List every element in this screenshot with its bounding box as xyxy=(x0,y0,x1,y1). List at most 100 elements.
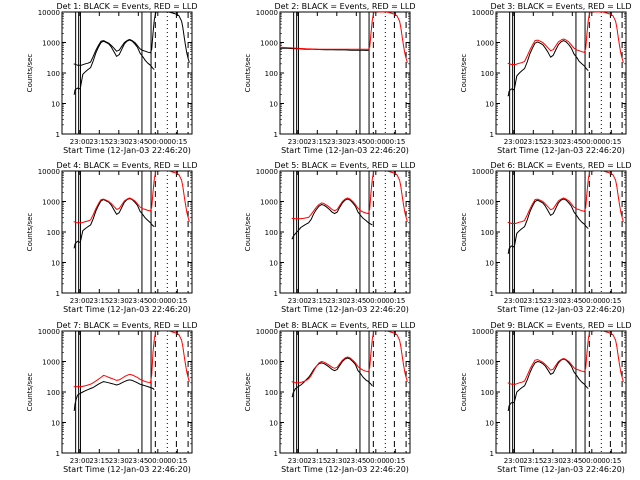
y-tick-label: 1 xyxy=(490,450,494,458)
series-line-lld xyxy=(291,171,408,222)
y-tick-label: 100 xyxy=(265,70,278,78)
x-axis-label: Start Time (12-Jan-03 22:46:20) xyxy=(63,146,191,155)
panel-title: Det 3: BLACK = Events, RED = LLD xyxy=(491,2,632,11)
x-tick-label: 00:15 xyxy=(385,297,405,305)
plot-area xyxy=(280,12,408,134)
y-tick-label: 1 xyxy=(56,131,60,139)
x-tick-label: 23:45 xyxy=(346,138,366,146)
y-tick-label: 100 xyxy=(481,229,494,237)
panel-title: Det 7: BLACK = Events, RED = LLD xyxy=(57,321,198,330)
x-tick-label: 23:30 xyxy=(109,457,129,465)
y-tick-label: 10000 xyxy=(256,328,278,336)
y-tick-label: 10 xyxy=(269,101,278,109)
y-axis-label: Counts/sec xyxy=(26,213,34,252)
x-tick-label: 00:00 xyxy=(366,297,386,305)
x-tick-label: 00:15 xyxy=(167,138,187,146)
y-tick-label: 10 xyxy=(269,260,278,268)
x-tick-label: 23:30 xyxy=(543,138,563,146)
x-tick-label: 00:15 xyxy=(167,297,187,305)
series-line-lld xyxy=(73,171,190,224)
panel-det-6: Det 6: BLACK = Events, RED = LLD Counts/s… xyxy=(460,161,631,314)
y-tick-label: 10000 xyxy=(38,328,60,336)
y-tick-label: 1 xyxy=(56,450,60,458)
series-line-events xyxy=(507,358,589,411)
plot-area xyxy=(507,171,624,293)
x-tick-label: 23:15 xyxy=(89,297,109,305)
x-tick-label: 00:15 xyxy=(385,138,405,146)
y-tick-label: 10000 xyxy=(256,168,278,176)
y-tick-label: 100 xyxy=(47,229,60,237)
plot-area xyxy=(73,331,190,453)
y-tick-label: 1000 xyxy=(42,199,60,207)
x-tick-label: 00:00 xyxy=(148,138,168,146)
x-tick-label: 23:30 xyxy=(543,297,563,305)
y-axis-label: Counts/sec xyxy=(460,373,468,412)
plot-area xyxy=(507,331,624,453)
panel-det-4: Det 4: BLACK = Events, RED = LLD Counts/s… xyxy=(26,161,197,314)
x-tick-label: 23:00 xyxy=(504,457,524,465)
series-line-events xyxy=(73,39,155,95)
y-tick-label: 10 xyxy=(51,260,60,268)
x-tick-label: 23:15 xyxy=(307,297,327,305)
series-line-lld xyxy=(73,12,190,66)
y-tick-label: 10000 xyxy=(38,168,60,176)
y-tick-label: 10000 xyxy=(472,168,494,176)
x-tick-label: 23:30 xyxy=(109,138,129,146)
y-tick-label: 100 xyxy=(47,389,60,397)
series-line-lld xyxy=(73,331,190,388)
y-tick-label: 1000 xyxy=(476,199,494,207)
x-tick-label: 23:00 xyxy=(288,297,308,305)
x-tick-label: 23:00 xyxy=(70,297,90,305)
x-tick-label: 00:15 xyxy=(385,457,405,465)
plot-area xyxy=(507,12,624,134)
x-tick-label: 23:15 xyxy=(523,138,543,146)
x-axis-label: Start Time (12-Jan-03 22:46:20) xyxy=(497,146,625,155)
series-line-lld xyxy=(507,331,624,385)
x-tick-label: 23:45 xyxy=(562,297,582,305)
x-tick-label: 23:45 xyxy=(128,138,148,146)
y-tick-label: 1000 xyxy=(42,40,60,48)
y-tick-label: 100 xyxy=(481,389,494,397)
x-tick-label: 23:15 xyxy=(307,457,327,465)
y-tick-label: 1 xyxy=(56,290,60,298)
series-line-events xyxy=(73,379,155,411)
y-tick-label: 10 xyxy=(485,101,494,109)
x-tick-label: 23:45 xyxy=(128,457,148,465)
x-tick-label: 23:15 xyxy=(307,138,327,146)
y-tick-label: 10000 xyxy=(38,9,60,17)
y-tick-label: 1000 xyxy=(476,40,494,48)
x-axis-label: Start Time (12-Jan-03 22:46:20) xyxy=(63,305,191,314)
panel-det-3: Det 3: BLACK = Events, RED = LLD Counts/s… xyxy=(460,2,631,155)
y-tick-label: 10000 xyxy=(472,9,494,17)
x-tick-label: 23:30 xyxy=(327,297,347,305)
y-tick-label: 10 xyxy=(485,260,494,268)
x-axis-label: Start Time (12-Jan-03 22:46:20) xyxy=(281,305,409,314)
x-tick-label: 23:00 xyxy=(288,457,308,465)
y-axis-label: Counts/sec xyxy=(26,54,34,93)
y-tick-label: 10 xyxy=(269,420,278,428)
panel-title: Det 4: BLACK = Events, RED = LLD xyxy=(57,161,198,170)
y-axis-label: Counts/sec xyxy=(26,373,34,412)
y-tick-label: 1000 xyxy=(260,40,278,48)
series-line-events xyxy=(507,198,589,254)
series-line-events xyxy=(291,198,373,240)
panel-title: Det 8: BLACK = Events, RED = LLD xyxy=(275,321,416,330)
y-tick-label: 1000 xyxy=(42,359,60,367)
x-tick-label: 00:00 xyxy=(582,138,602,146)
y-axis-label: Counts/sec xyxy=(460,54,468,93)
plot-area xyxy=(291,331,408,453)
x-tick-label: 23:30 xyxy=(327,457,347,465)
panel-title: Det 1: BLACK = Events, RED = LLD xyxy=(57,2,198,11)
x-axis-label: Start Time (12-Jan-03 22:46:20) xyxy=(63,465,191,474)
y-axis-label: Counts/sec xyxy=(460,213,468,252)
x-tick-label: 00:00 xyxy=(366,138,386,146)
y-tick-label: 10 xyxy=(51,101,60,109)
x-tick-label: 23:00 xyxy=(288,138,308,146)
y-tick-label: 10000 xyxy=(472,328,494,336)
x-tick-label: 00:15 xyxy=(601,297,621,305)
series-line-lld xyxy=(280,12,408,63)
series-line-events xyxy=(73,198,155,249)
x-tick-label: 00:00 xyxy=(148,457,168,465)
